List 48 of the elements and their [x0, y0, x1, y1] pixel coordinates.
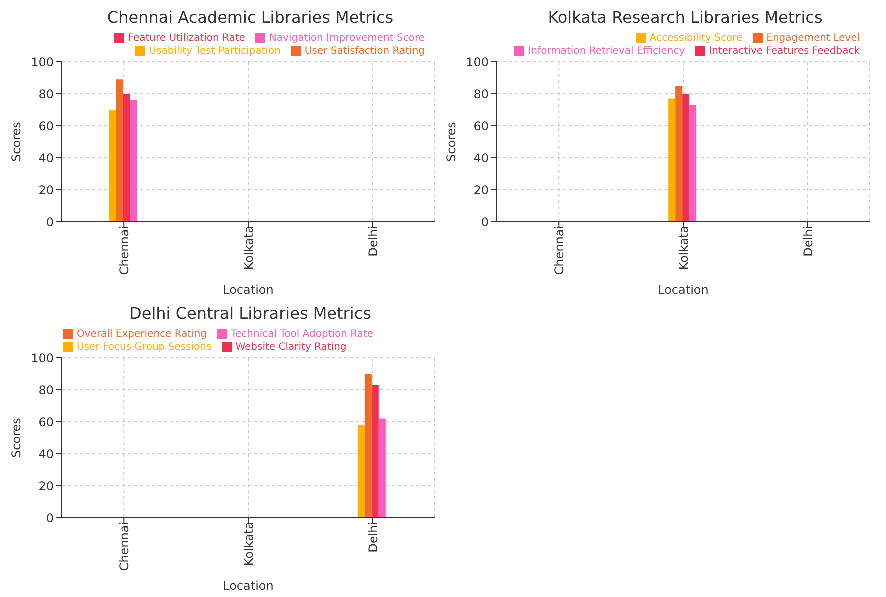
x-tick-label: Kolkata: [677, 226, 692, 270]
x-tick-label: Kolkata: [242, 226, 256, 270]
y-tick-label: 100: [31, 55, 54, 70]
y-tick-label: 40: [474, 151, 489, 166]
x-tick-label: Chennai: [118, 522, 132, 572]
y-tick-label: 60: [38, 415, 54, 430]
legend-label: Feature Utilization Rate: [128, 33, 246, 44]
y-axis-title: Scores: [9, 418, 24, 458]
x-tick-label: Kolkata: [242, 522, 256, 566]
x-axis-title: Location: [223, 579, 274, 593]
legend-label: Engagement Level: [766, 33, 860, 44]
y-tick-label: 60: [474, 119, 489, 134]
legend-label: User Satisfaction Rating: [304, 46, 425, 57]
legend-label: Information Retrieval Efficiency: [528, 46, 686, 57]
y-tick-label: 100: [466, 55, 489, 70]
x-tick-label: Delhi: [366, 522, 380, 553]
legend-label: User Focus Group Sessions: [77, 342, 212, 353]
chart-title: Delhi Central Libraries Metrics: [128, 304, 372, 324]
y-axis-title: Scores: [444, 122, 458, 162]
x-tick-label: Chennai: [552, 226, 567, 276]
chart-title: Kolkata Research Libraries Metrics: [547, 8, 824, 28]
y-tick-label: 40: [38, 447, 54, 462]
chart-title: Chennai Academic Libraries Metrics: [106, 8, 395, 28]
y-axis-title: Scores: [9, 122, 24, 162]
y-tick-label: 0: [46, 215, 54, 230]
y-tick-label: 80: [38, 87, 54, 102]
y-tick-label: 20: [474, 183, 489, 198]
legend-label: Interactive Features Feedback: [709, 46, 860, 57]
y-tick-label: 20: [38, 479, 54, 494]
legend-label: Usability Test Participation: [149, 46, 281, 57]
legend-label: Technical Tool Adoption Rate: [231, 329, 374, 340]
y-tick-label: 20: [38, 183, 54, 198]
y-tick-label: 40: [38, 151, 54, 166]
legend-label: Overall Experience Rating: [77, 329, 208, 340]
y-tick-label: 0: [481, 215, 489, 230]
y-tick-label: 80: [474, 87, 489, 102]
x-tick-label: Chennai: [118, 226, 132, 276]
x-tick-label: Delhi: [366, 226, 380, 257]
y-tick-label: 60: [38, 119, 54, 134]
legend-label: Website Clarity Rating: [236, 342, 347, 353]
x-tick-label: Delhi: [801, 226, 816, 257]
legend-label: Navigation Improvement Score: [269, 33, 425, 44]
y-tick-label: 0: [46, 511, 54, 526]
y-tick-label: 100: [31, 351, 54, 366]
legend-label: Accessibility Score: [650, 33, 743, 44]
x-axis-title: Location: [658, 283, 709, 297]
y-tick-label: 80: [38, 383, 54, 398]
x-axis-title: Location: [223, 283, 274, 297]
